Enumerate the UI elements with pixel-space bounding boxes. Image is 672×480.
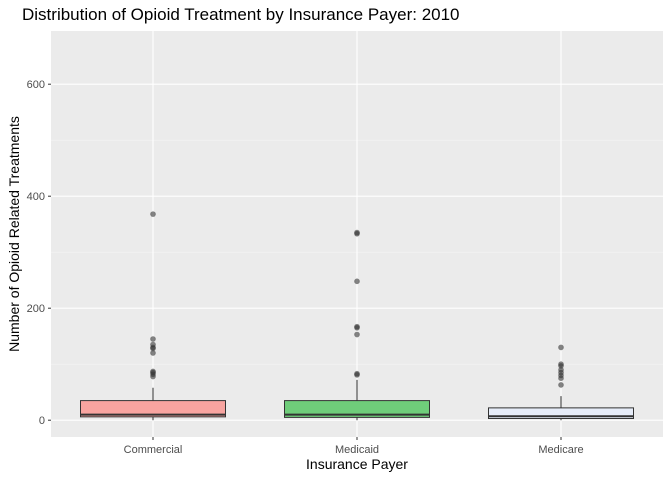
outlier-point: [150, 336, 156, 342]
y-tick-label: 600: [27, 79, 45, 91]
box-commercial: [80, 211, 226, 421]
x-axis-title: Insurance Payer: [306, 456, 408, 472]
y-tick-label: 0: [39, 415, 45, 427]
y-tick-label: 200: [27, 303, 45, 315]
box-iqr: [488, 407, 634, 420]
box-iqr: [284, 400, 430, 418]
box-medicaid: [284, 229, 430, 421]
y-tick-label: 400: [27, 191, 45, 203]
outlier-point: [354, 325, 360, 331]
chart-title: Distribution of Opioid Treatment by Insu…: [22, 5, 460, 24]
y-axis-ticks: 0 200 400 600: [27, 79, 51, 427]
outlier-point: [150, 373, 156, 380]
outlier-point: [354, 230, 360, 237]
outlier-point: [150, 345, 156, 352]
outlier-point: [558, 382, 564, 388]
outlier-point: [558, 375, 564, 382]
outlier-point: [354, 331, 360, 338]
outlier-point: [558, 344, 564, 351]
outlier-point: [354, 372, 360, 378]
outlier-point: [150, 211, 156, 217]
x-tick-label: Medicare: [538, 444, 583, 456]
y-axis-title: Number of Opioid Related Treatments: [6, 116, 22, 352]
box-medicare: [488, 344, 634, 421]
outlier-point: [558, 363, 564, 369]
box-series: [80, 211, 634, 421]
x-tick-label: Commercial: [124, 444, 183, 456]
outlier-point: [354, 278, 360, 285]
x-axis-ticks: Commercial Medicaid Medicare: [124, 437, 584, 456]
x-tick-label: Medicaid: [335, 444, 379, 456]
outlier-point: [150, 350, 156, 356]
box-iqr: [80, 400, 226, 418]
